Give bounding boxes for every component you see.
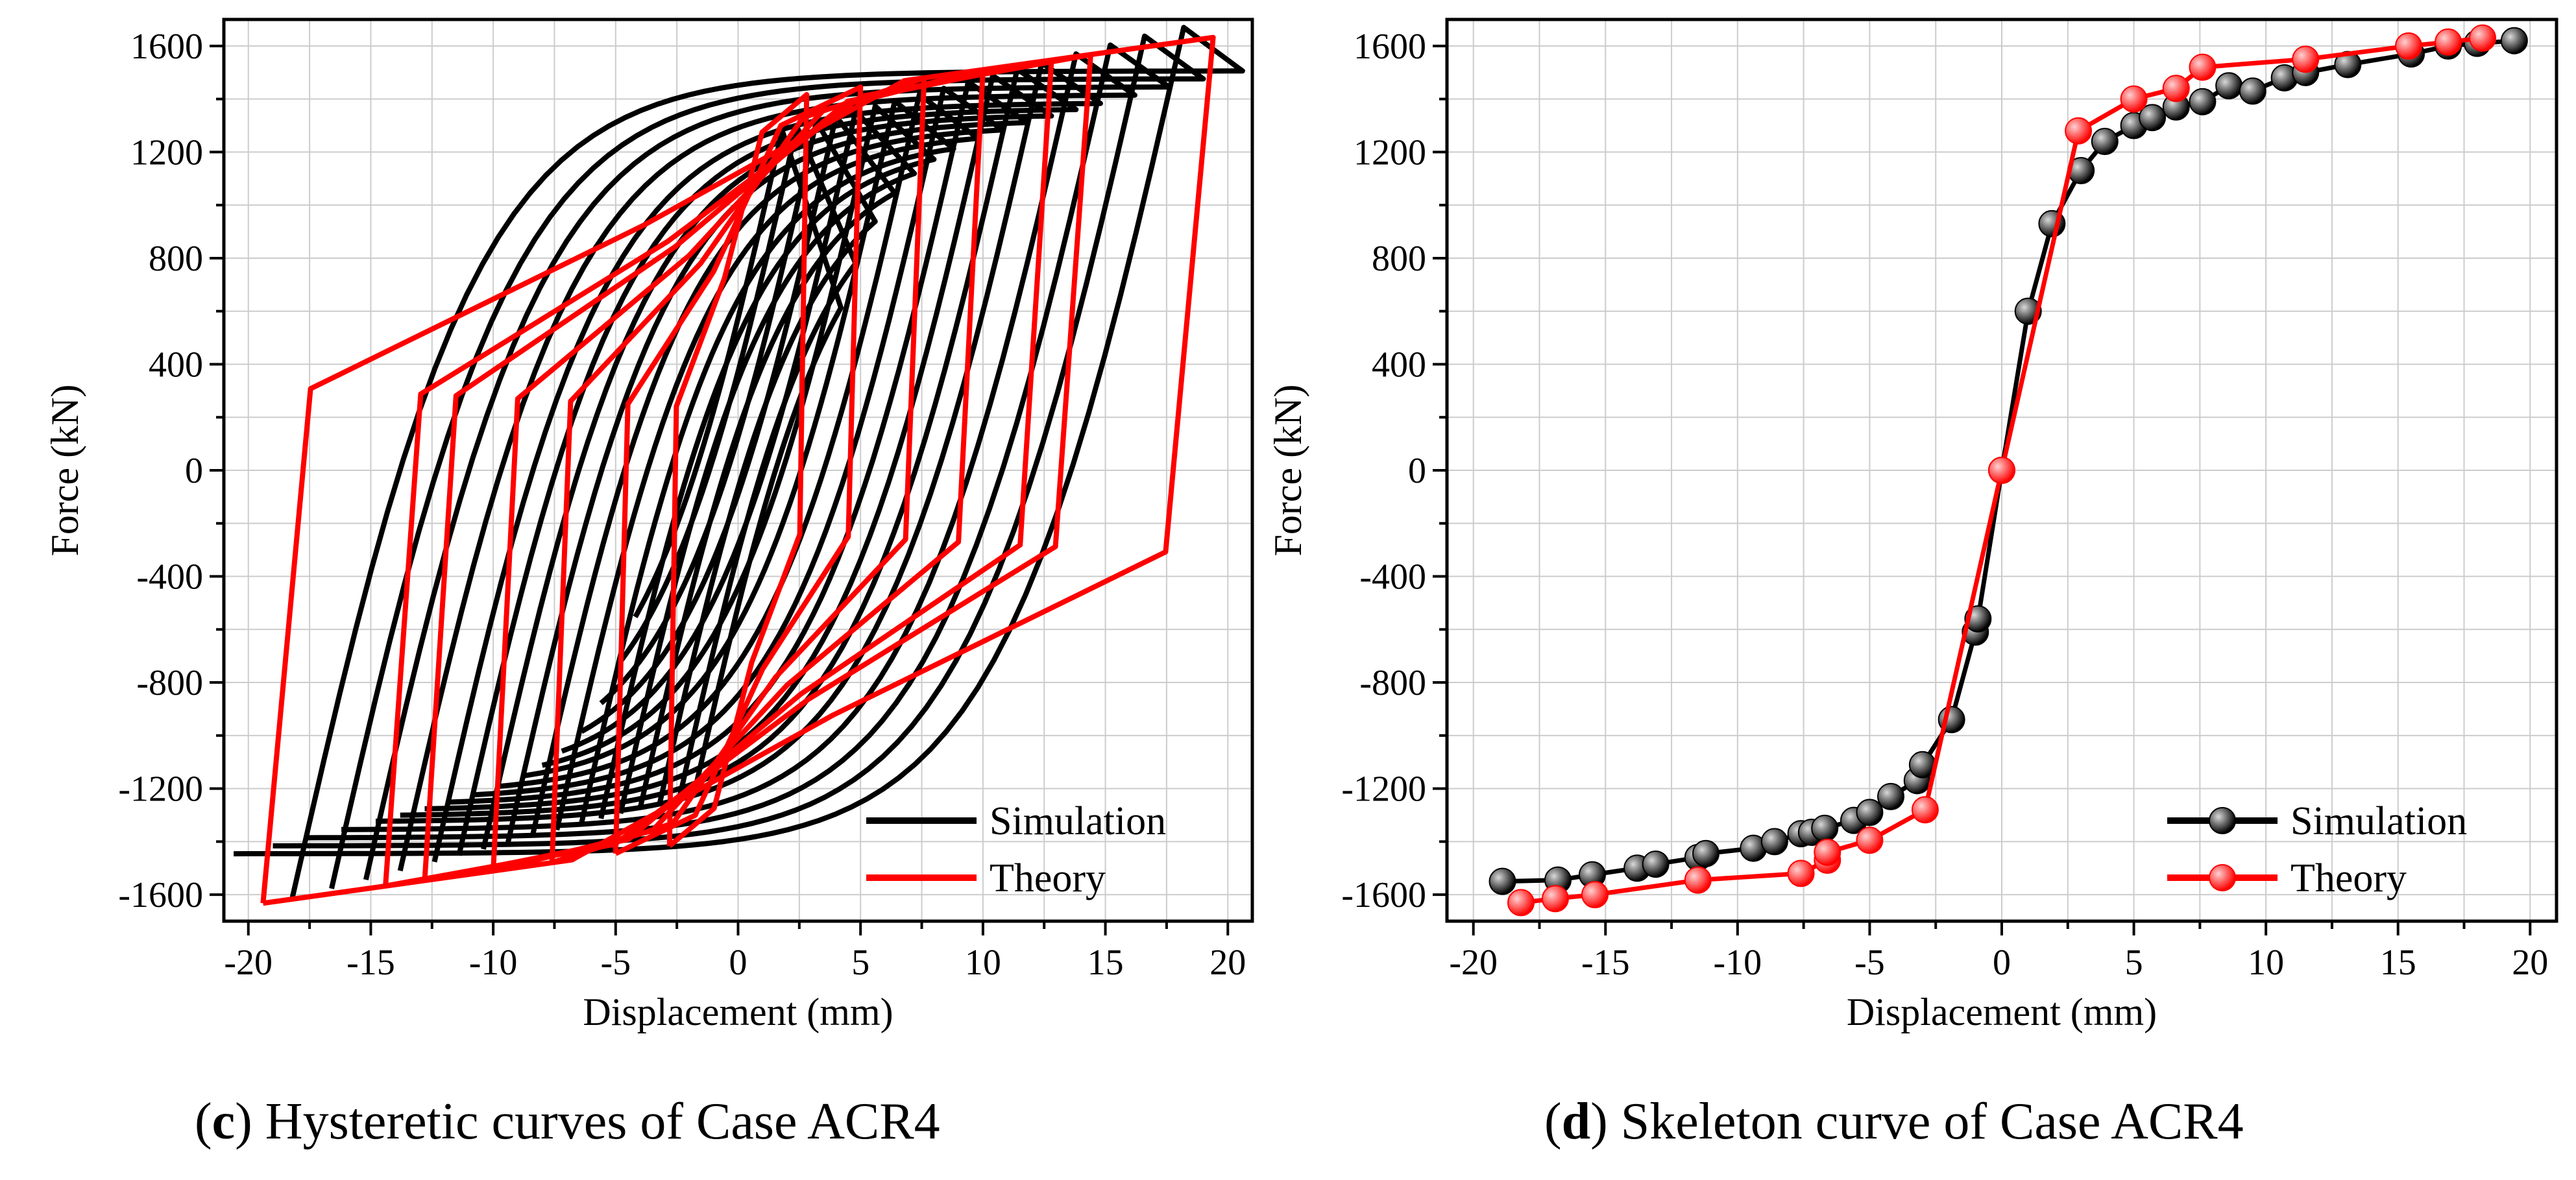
data-point-theory <box>2162 75 2190 102</box>
data-point-theory <box>2189 53 2217 81</box>
x-tick-label: 0 <box>1993 943 2011 983</box>
data-point-theory <box>1541 885 1569 913</box>
y-tick-label: -800 <box>1359 663 1426 703</box>
data-point-simulation <box>1811 814 1839 842</box>
y-tick-label: -1200 <box>1341 769 1426 810</box>
x-tick-label: 15 <box>1088 943 1124 983</box>
data-point-theory <box>2292 45 2320 73</box>
y-tick-label: 0 <box>1408 451 1426 491</box>
data-point-simulation <box>1877 782 1904 810</box>
y-tick-label: 0 <box>185 451 203 491</box>
caption-d-text: ) Skeleton curve of Case ACR4 <box>1590 1093 2243 1150</box>
data-point-simulation <box>2189 88 2217 115</box>
data-point-theory <box>2435 28 2462 56</box>
data-point-theory <box>1581 881 1609 909</box>
y-tick-label: 1200 <box>130 132 203 173</box>
legend-label-simulation: Simulation <box>2290 799 2467 843</box>
simulation-loop <box>449 79 1030 844</box>
x-tick-label: 0 <box>729 943 747 983</box>
plot-area-c <box>234 25 1245 906</box>
y-tick-label: -1600 <box>118 875 203 915</box>
data-point-simulation <box>1692 839 1719 867</box>
data-point-theory <box>1988 457 2015 484</box>
data-point-theory <box>2469 24 2496 52</box>
x-tick-label: 5 <box>851 943 869 983</box>
caption-d-letter: d <box>1562 1093 1591 1150</box>
caption-c-text: ) Hysteretic curves of Case ACR4 <box>235 1093 940 1150</box>
data-point-simulation <box>1488 867 1516 895</box>
data-point-simulation <box>2239 77 2266 105</box>
plot-frame-d <box>1445 18 2558 923</box>
y-tick-label: 1600 <box>1354 27 1426 67</box>
y-tick-label: 800 <box>1372 239 1426 279</box>
x-tick-label: -5 <box>600 943 631 983</box>
simulation-loop <box>273 33 1206 889</box>
y-axis-title: Force (kN) <box>1267 385 1309 557</box>
y-tick-label: 800 <box>149 239 203 279</box>
legend-marker-theory <box>2209 864 2236 891</box>
plot-frame-c <box>222 18 1254 923</box>
data-point-theory <box>2065 117 2093 145</box>
caption-d-pre: ( <box>1544 1093 1562 1150</box>
y-tick-label: 400 <box>149 344 203 385</box>
data-point-theory <box>1911 796 1939 824</box>
x-tick-label: 10 <box>2248 943 2284 983</box>
legend-label-simulation: Simulation <box>990 799 1166 843</box>
data-point-simulation <box>2139 104 2167 132</box>
x-tick-label: 10 <box>965 943 1001 983</box>
x-tick-label: -20 <box>1449 943 1498 983</box>
ticks-c <box>210 44 1230 935</box>
x-tick-label: -15 <box>346 943 395 983</box>
data-point-theory <box>1787 860 1815 887</box>
y-tick-label: -1200 <box>118 769 203 810</box>
data-point-simulation <box>1760 828 1788 856</box>
y-tick-label: 1200 <box>1354 132 1426 173</box>
y-tick-label: 1600 <box>130 27 203 67</box>
y-tick-label: -800 <box>136 663 203 703</box>
y-tick-label: 400 <box>1372 344 1426 385</box>
caption-c: (c) Hysteretic curves of Case ACR4 <box>195 1093 940 1150</box>
data-point-simulation <box>2215 72 2243 100</box>
chart-skeleton-curve: -20 -15 -10 -5 0 5 10 15 20 -1600 -1200 -800 -400 0 40… <box>1267 18 2558 1033</box>
x-tick-label: 15 <box>2380 943 2416 983</box>
theory-loop <box>260 34 1216 906</box>
grid-c <box>224 19 1252 921</box>
data-point-simulation <box>2500 27 2528 54</box>
x-tick-label: 20 <box>2512 943 2548 983</box>
legend-label-theory: Theory <box>990 856 1106 900</box>
data-point-theory <box>1856 826 1884 854</box>
data-point-simulation <box>2091 128 2119 156</box>
x-tick-label: -10 <box>469 943 518 983</box>
data-point-theory <box>1507 889 1535 917</box>
series-line-theory <box>1520 36 2483 905</box>
x-tick-label: -10 <box>1714 943 1762 983</box>
x-tick-label: -15 <box>1581 943 1630 983</box>
chart-hysteretic-curves: -20 -15 -10 -5 0 5 10 15 20 -1600 -1200 -800 -400 0 40… <box>43 18 1254 1033</box>
x-tick-label: -20 <box>224 943 273 983</box>
y-tick-label: -1600 <box>1341 875 1426 915</box>
y-tick-label: -400 <box>1359 557 1426 597</box>
x-axis-title: Displacement (mm) <box>583 991 893 1033</box>
data-point-theory <box>2395 32 2422 60</box>
legend-label-theory: Theory <box>2290 856 2407 900</box>
caption-c-letter: c <box>212 1093 236 1150</box>
plot-area-d <box>1488 24 2528 917</box>
x-tick-label: -5 <box>1854 943 1885 983</box>
y-axis-title: Force (kN) <box>43 385 86 557</box>
caption-d: (d) Skeleton curve of Case ACR4 <box>1544 1093 2244 1150</box>
data-point-theory <box>1814 838 1841 866</box>
data-point-simulation <box>1642 850 1670 878</box>
data-point-theory <box>2120 85 2148 113</box>
x-tick-label: 20 <box>1209 943 1246 983</box>
data-point-simulation <box>1856 799 1884 826</box>
simulation-loop <box>498 91 981 831</box>
x-tick-label: 5 <box>2125 943 2143 983</box>
x-axis-title: Displacement (mm) <box>1847 991 2157 1033</box>
data-point-theory <box>1684 866 1712 894</box>
simulation-loop <box>473 86 1006 837</box>
y-tick-label: -400 <box>136 557 203 597</box>
legend-marker-simulation <box>2209 807 2236 834</box>
caption-c-pre: ( <box>195 1093 212 1150</box>
